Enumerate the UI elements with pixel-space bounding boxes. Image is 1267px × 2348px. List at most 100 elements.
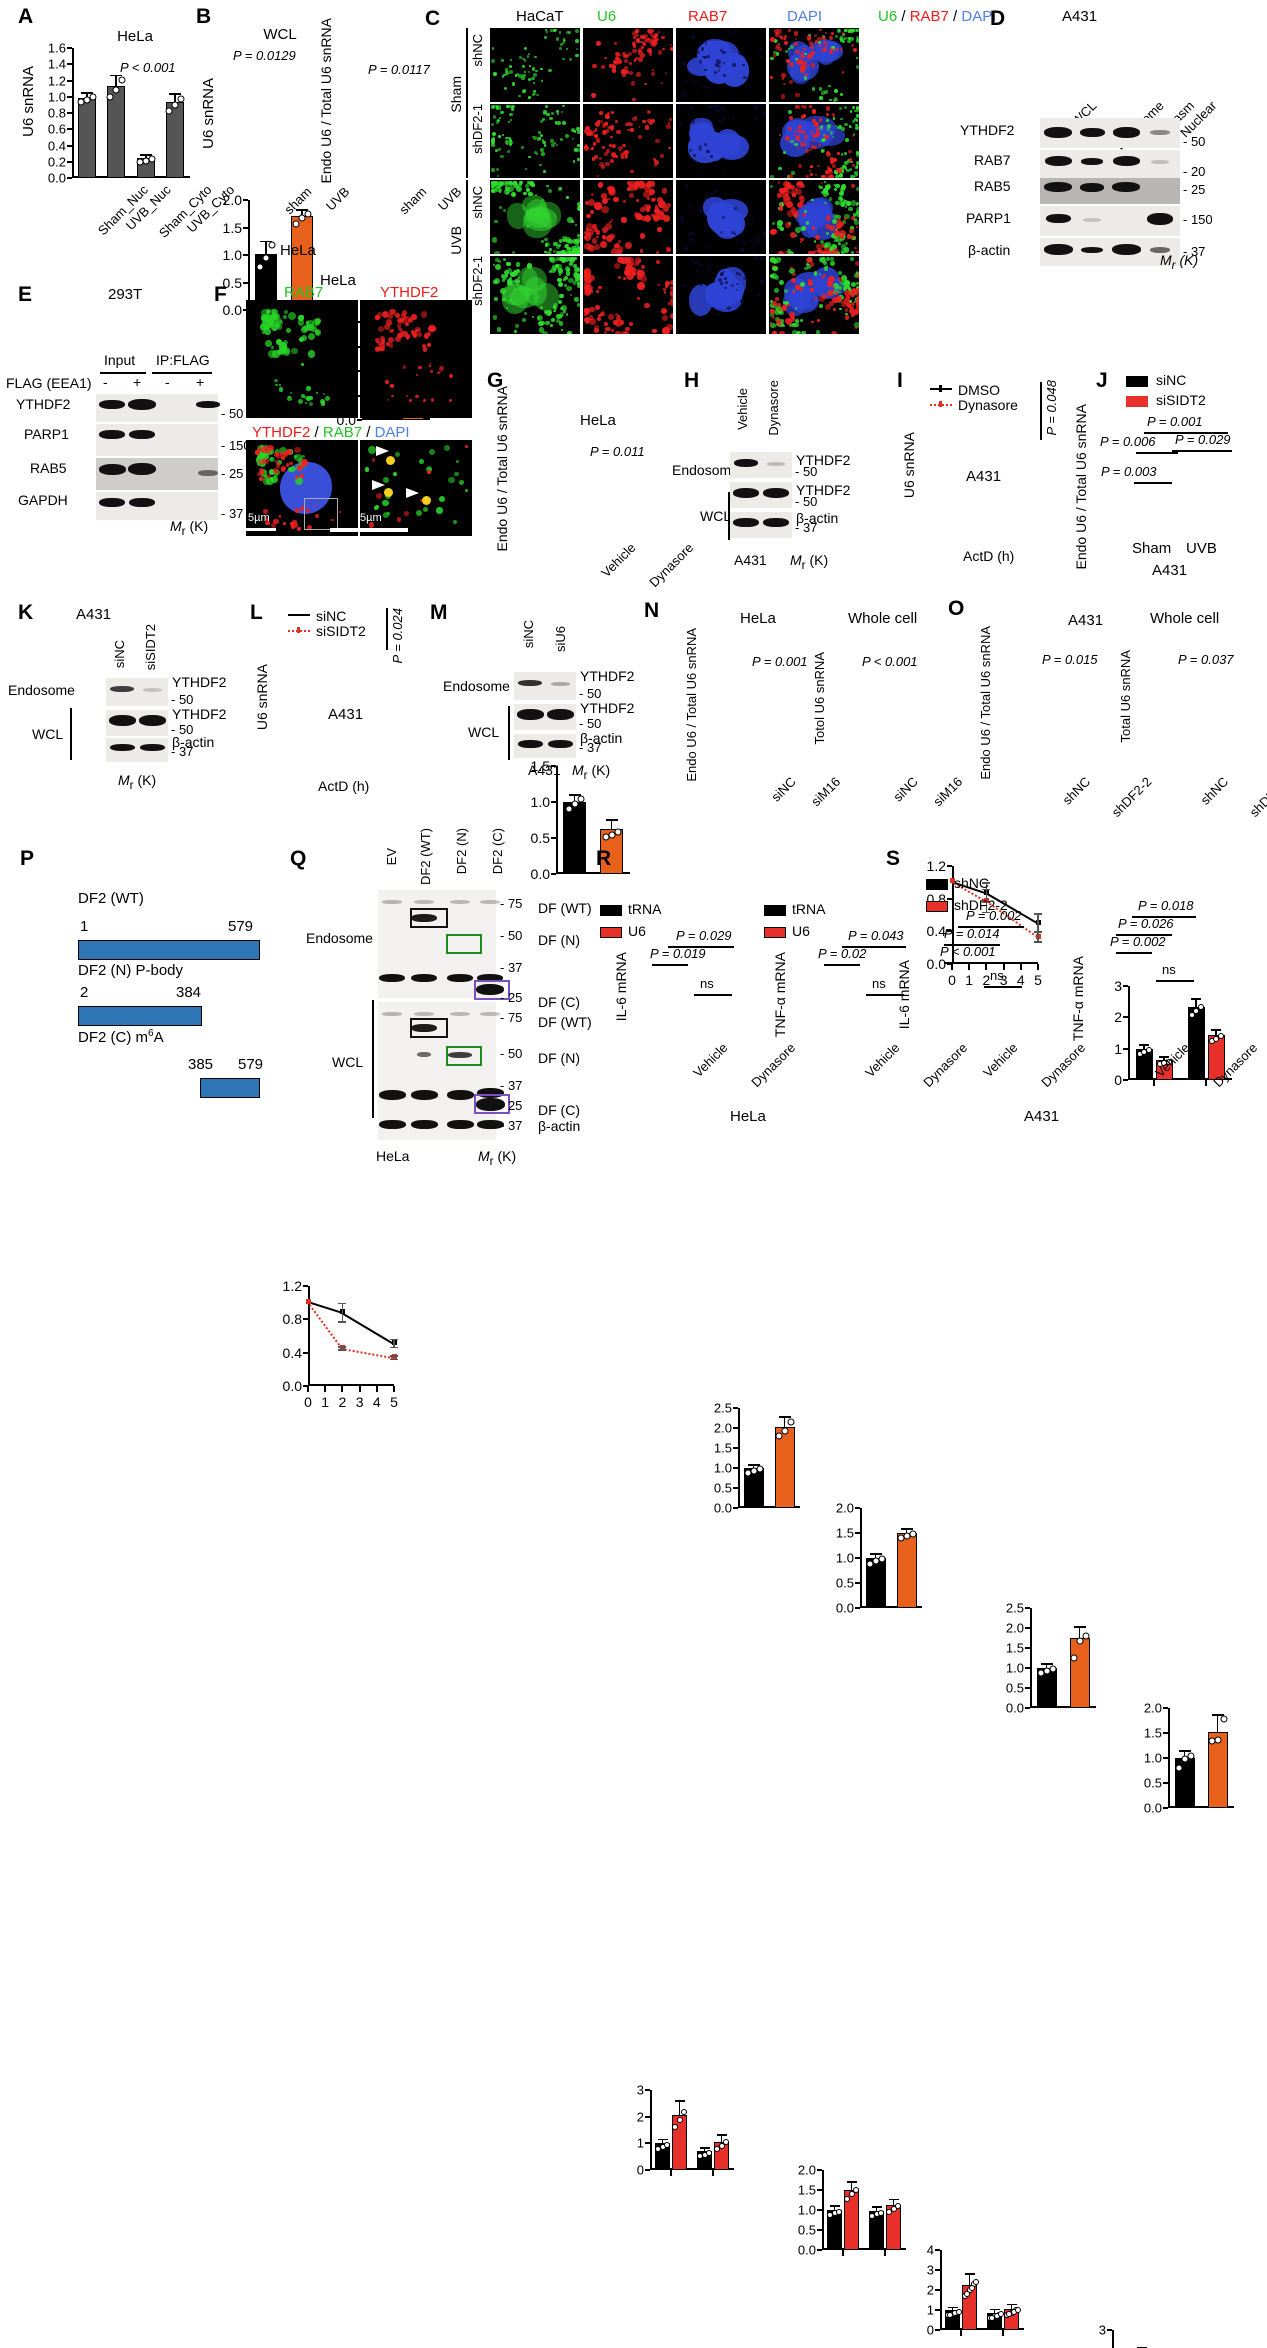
fluorescent-punctum xyxy=(573,273,579,279)
fluorescent-punctum xyxy=(539,148,544,153)
blot-band xyxy=(476,984,504,995)
x-tick xyxy=(1205,1080,1207,1086)
y-tick xyxy=(947,865,952,867)
fluorescent-punctum xyxy=(792,323,796,327)
fluorescent-punctum xyxy=(814,133,819,137)
fluorescent-punctum xyxy=(557,277,562,283)
fluorescent-punctum xyxy=(848,206,854,212)
fluorescent-punctum xyxy=(584,317,591,324)
fluorescent-punctum xyxy=(651,69,654,72)
fluorescent-punctum xyxy=(712,105,717,109)
data-point xyxy=(723,2139,729,2146)
fluorescent-punctum xyxy=(301,458,308,466)
fluorescent-punctum xyxy=(710,112,714,116)
panel-r-right-plot: 0.0 0.5 1.0 1.5 2.0 xyxy=(798,2163,906,2258)
fluorescent-punctum xyxy=(827,290,834,296)
panel-p-construct-1-start: 2 xyxy=(80,984,89,1001)
fluorescent-punctum xyxy=(844,277,847,281)
panel-p-construct-0-start: 1 xyxy=(80,918,89,935)
panel-s-right-ns-line xyxy=(1156,980,1194,982)
fluorescent-punctum xyxy=(601,197,608,204)
mw-marker: - 150 xyxy=(1183,212,1213,227)
fluorescent-punctum xyxy=(831,135,834,138)
fluorescent-punctum xyxy=(843,106,847,110)
error-cap xyxy=(260,240,272,243)
blot-band xyxy=(547,740,573,748)
fluorescent-punctum xyxy=(498,190,501,194)
fluorescent-punctum xyxy=(544,241,551,248)
fluorescent-punctum xyxy=(546,30,549,33)
y-tick-label: 2.0 xyxy=(1005,1620,1024,1636)
blot-band xyxy=(198,470,218,476)
fluorescent-punctum xyxy=(494,258,500,263)
y-tick xyxy=(67,160,72,163)
fluorescent-punctum xyxy=(839,307,842,311)
error-bar xyxy=(115,76,118,87)
panel-c-label: C xyxy=(425,7,441,30)
fluorescent-punctum xyxy=(548,247,553,252)
fluorescent-punctum xyxy=(625,327,630,332)
error-cap xyxy=(982,882,991,884)
bar xyxy=(1207,1034,1225,1080)
panel-b-bottom-label: HeLa xyxy=(280,242,316,259)
fluorescent-punctum xyxy=(592,63,597,69)
fluorescent-punctum xyxy=(854,171,858,175)
fluorescent-punctum xyxy=(770,322,773,326)
fluorescent-punctum xyxy=(558,299,563,304)
fluorescent-punctum xyxy=(800,331,804,334)
fluorescent-punctum xyxy=(494,251,500,254)
fluorescent-punctum xyxy=(562,310,566,313)
fluorescent-punctum xyxy=(577,148,580,152)
fluorescent-punctum xyxy=(612,145,615,148)
fluorescent-punctum xyxy=(799,196,806,203)
fluorescent-punctum xyxy=(605,161,611,167)
highlight-box xyxy=(410,1018,448,1038)
fluorescent-punctum xyxy=(297,458,304,464)
fluorescent-punctum xyxy=(588,199,595,206)
panel-h: H xyxy=(684,370,699,391)
fluorescent-punctum xyxy=(661,199,664,202)
fluorescent-punctum xyxy=(620,259,624,263)
fluorescent-punctum xyxy=(670,291,673,297)
fluorescent-punctum xyxy=(556,37,560,41)
data-point xyxy=(1217,1033,1224,1040)
fluorescent-punctum xyxy=(720,272,724,276)
fluorescent-punctum xyxy=(829,156,835,162)
fluorescent-punctum xyxy=(792,212,799,218)
fluorescent-punctum xyxy=(584,289,587,293)
panel-a: A xyxy=(18,6,33,27)
data-point xyxy=(304,210,312,218)
fluorescent-punctum xyxy=(605,122,608,125)
panel-a-ylabel: U6 snRNA xyxy=(20,66,37,137)
fluorescent-punctum xyxy=(790,207,796,213)
panel-r-legend2-trna: tRNA xyxy=(792,901,826,917)
error-bar xyxy=(85,93,88,98)
fluorescent-punctum xyxy=(648,30,653,34)
fluorescent-punctum xyxy=(263,323,270,330)
fluorescent-punctum xyxy=(509,142,513,145)
fluorescent-punctum xyxy=(605,327,609,331)
fluorescent-punctum xyxy=(572,248,578,254)
blot-band xyxy=(450,1012,470,1016)
fluorescent-punctum xyxy=(700,47,705,51)
fluorescent-punctum xyxy=(849,293,853,297)
fluorescent-punctum xyxy=(292,522,299,529)
nucleus xyxy=(526,206,551,228)
bar xyxy=(563,802,586,874)
fluorescent-punctum xyxy=(834,228,838,232)
blot-band xyxy=(99,400,125,409)
fluorescent-punctum xyxy=(814,250,818,253)
fluorescent-punctum xyxy=(266,473,272,479)
panel-c-col-merge: U6 / RAB7 / DAPI xyxy=(878,8,997,25)
fluorescent-punctum xyxy=(550,318,555,323)
fluorescent-punctum xyxy=(770,312,775,317)
panel-m: M xyxy=(430,602,448,623)
error-bar xyxy=(1037,931,1039,942)
panel-n-left-ylabel: Endo U6 / Total U6 snRNA xyxy=(684,628,699,782)
fluorescent-punctum xyxy=(843,29,847,32)
fluorescent-punctum xyxy=(811,132,814,135)
panel-m-lane-sinc: siNC xyxy=(521,620,536,649)
fluorescent-punctum xyxy=(833,88,838,93)
fluorescent-punctum xyxy=(558,31,562,34)
